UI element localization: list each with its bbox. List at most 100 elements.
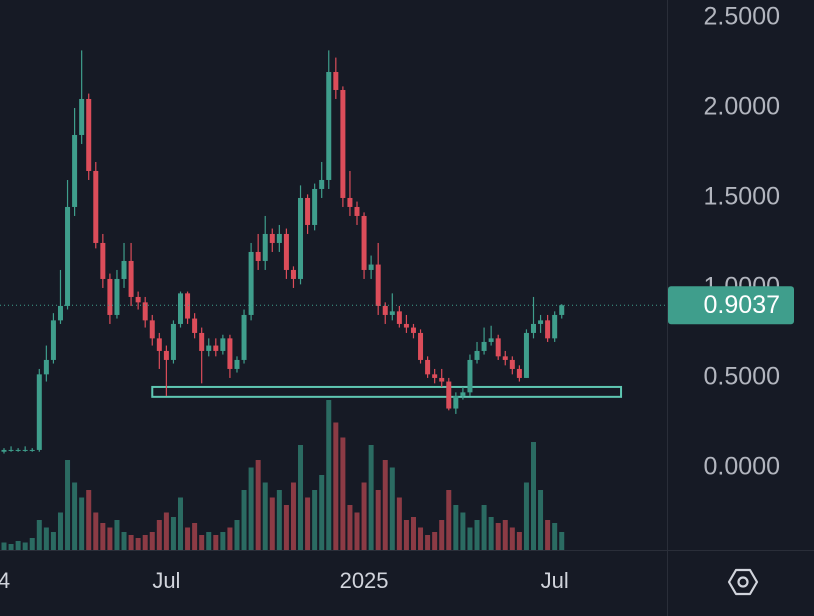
candle-body (86, 98, 92, 171)
candle-body (467, 359, 473, 393)
candle-body (135, 296, 141, 303)
candle-body (262, 233, 268, 261)
x-tick-label: 2025 (340, 568, 389, 593)
candle-body (65, 206, 71, 306)
volume-bar (425, 535, 431, 550)
settings-hex (727, 568, 759, 596)
candle-body (403, 323, 409, 328)
volume-bar (502, 520, 508, 550)
candle-body (389, 311, 395, 315)
volume-bar (354, 512, 360, 550)
settings-dot (737, 576, 749, 588)
candle-body (15, 449, 21, 451)
volume-bar (93, 512, 99, 550)
volume-bar (432, 532, 438, 550)
candle-body (79, 98, 85, 135)
candle-body (453, 395, 459, 409)
candle-body (425, 359, 431, 375)
volume-bar (396, 497, 402, 550)
last-price-label: 0.9037 (704, 291, 780, 319)
x-tick-label: Jul (541, 568, 569, 593)
candle-body (340, 89, 346, 198)
volume-bar (531, 442, 536, 550)
volume-bar (453, 505, 459, 550)
candle-body (382, 305, 388, 315)
candle-body (276, 233, 282, 243)
volume-bar (326, 400, 332, 550)
candle-body (354, 206, 360, 216)
volume-bar (199, 535, 205, 550)
candle-body (333, 71, 339, 90)
volume-bar (234, 520, 240, 550)
candle-body (439, 377, 445, 382)
volume-bar (305, 497, 311, 550)
volume-bar (135, 538, 141, 550)
volume-bar (276, 490, 282, 550)
x-tick-label: Jul (152, 568, 180, 593)
last-price-tag (668, 286, 794, 325)
volume-bar (163, 512, 169, 550)
volume-bar (439, 520, 445, 550)
volume-bar (410, 517, 416, 550)
volume-bar (86, 490, 92, 550)
volume-bar (283, 505, 289, 550)
volume-bar (446, 490, 452, 550)
volume-bar (262, 482, 268, 550)
y-tick-label: 2.5000 (704, 3, 780, 31)
volume-bar (312, 490, 318, 550)
candle-body (227, 338, 233, 369)
candle-body (149, 320, 155, 339)
volume-bar (43, 527, 49, 550)
candle-body (446, 381, 452, 409)
y-tick-label: 0.0000 (704, 453, 780, 481)
volume-bar (298, 445, 304, 550)
volume-bar (255, 460, 261, 550)
volume-bar (319, 475, 325, 550)
candle-body (269, 233, 275, 243)
candle-body (559, 305, 565, 315)
y-tick-label: 0.5000 (704, 363, 780, 391)
volume-bar (114, 520, 120, 550)
candle-body (319, 179, 325, 189)
candle-body (488, 338, 494, 342)
volume-bar (290, 482, 296, 550)
volume-bar (403, 520, 409, 550)
volume-bar (559, 532, 565, 550)
volume-bar (333, 422, 339, 550)
candle-body (142, 302, 148, 321)
candle-body (290, 269, 296, 279)
candle-body (57, 305, 63, 321)
volume-bar (107, 527, 113, 550)
candle-body (502, 356, 508, 360)
volume-bar (57, 512, 63, 550)
candle-body (326, 71, 332, 180)
volume-bar (50, 532, 56, 550)
volume-bar (389, 467, 395, 550)
volume-bar (22, 542, 28, 550)
candle-body (516, 368, 522, 378)
volume-bar (72, 482, 78, 550)
candle-body (220, 338, 226, 351)
volume-bar (488, 517, 494, 550)
candle-body (460, 392, 466, 396)
settings-icon[interactable] (727, 568, 759, 596)
candle-body (410, 327, 416, 333)
candle-body (163, 350, 169, 360)
volume-bar (170, 517, 176, 550)
candle-body (495, 338, 501, 357)
candle-body (192, 318, 198, 333)
candle-body (523, 332, 529, 378)
candle-body (50, 320, 56, 360)
candle-body (531, 323, 536, 333)
volume-bar (192, 523, 198, 550)
volume-bar (15, 541, 21, 550)
volume-bar (29, 538, 35, 550)
candle-body (375, 264, 381, 306)
candle-body (156, 338, 162, 351)
y-tick-label: 2.0000 (704, 93, 780, 121)
candle-body (545, 320, 551, 339)
volume-bar (36, 520, 42, 550)
support-zone (151, 385, 623, 398)
candle-body (128, 260, 134, 297)
volume-bar (185, 527, 191, 550)
